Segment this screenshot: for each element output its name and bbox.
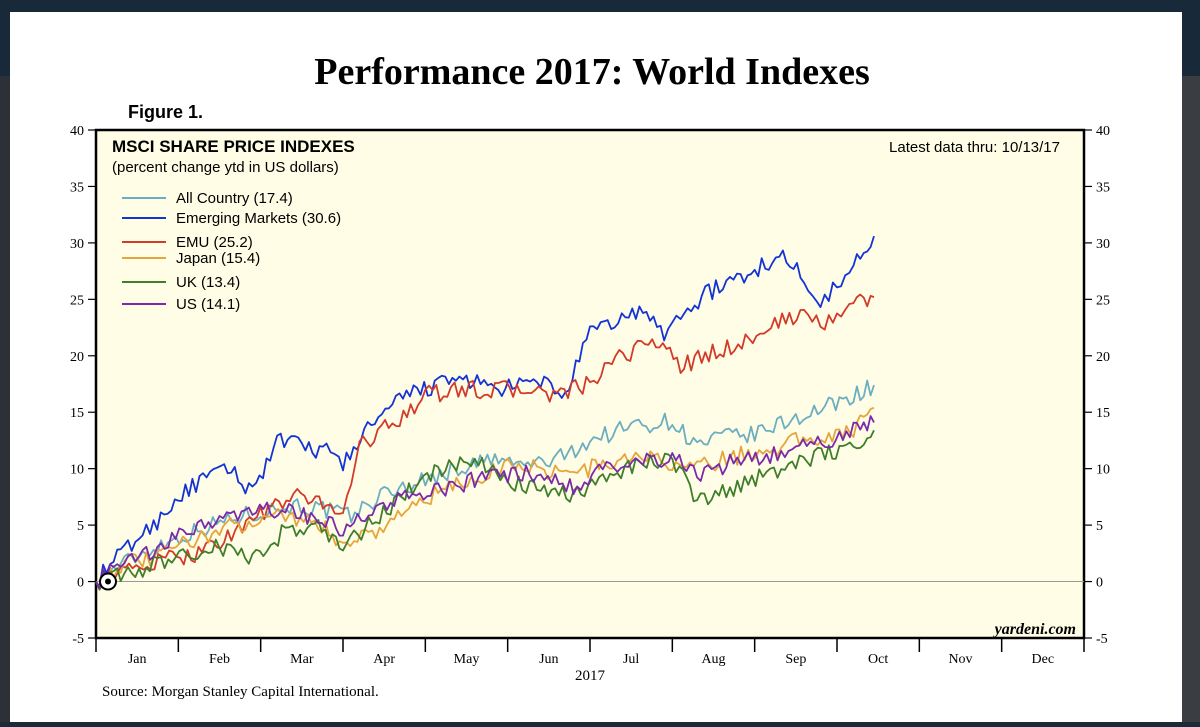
y-tick-label-left: -5 bbox=[72, 632, 84, 647]
watermark: yardeni.com bbox=[993, 621, 1076, 638]
y-tick-label-right: -5 bbox=[1096, 632, 1108, 647]
x-tick-label-aug: Aug bbox=[701, 652, 725, 667]
series-line-uk bbox=[95, 429, 875, 591]
x-tick-label-jun: Jun bbox=[539, 652, 558, 667]
y-tick-label-right: 35 bbox=[1096, 180, 1110, 195]
series-line-us bbox=[95, 415, 875, 589]
figure-paper: Performance 2017: World Indexes Figure 1… bbox=[10, 12, 1182, 722]
x-tick-label-dec: Dec bbox=[1032, 652, 1055, 667]
x-tick-label-feb: Feb bbox=[209, 652, 230, 667]
legend-label: Japan (15.4) bbox=[176, 250, 260, 267]
y-tick-label-left: 0 bbox=[77, 576, 84, 591]
legend-label: All Country (17.4) bbox=[176, 190, 293, 207]
y-tick-label-right: 40 bbox=[1096, 124, 1110, 139]
x-tick-label-may: May bbox=[454, 652, 480, 667]
y-tick-label-right: 25 bbox=[1096, 293, 1110, 308]
chart-svg: Performance 2017: World Indexes Figure 1… bbox=[70, 51, 1110, 700]
x-tick-label-mar: Mar bbox=[290, 652, 314, 667]
chart-title: MSCI SHARE PRICE INDEXES bbox=[112, 137, 355, 156]
y-tick-label-right: 30 bbox=[1096, 237, 1110, 252]
series-group bbox=[95, 235, 875, 591]
y-tick-label-left: 10 bbox=[70, 463, 84, 478]
y-tick-label-left: 40 bbox=[70, 124, 84, 139]
figure-title: Performance 2017: World Indexes bbox=[314, 51, 870, 93]
y-tick-label-right: 15 bbox=[1096, 406, 1110, 421]
legend-label: EMU (25.2) bbox=[176, 234, 253, 251]
legend-label: US (14.1) bbox=[176, 296, 240, 313]
x-tick-label-apr: Apr bbox=[373, 652, 395, 667]
y-tick-label-left: 30 bbox=[70, 237, 84, 252]
series-line-emu bbox=[95, 293, 875, 591]
right-edge bbox=[1182, 76, 1200, 722]
y-tick-label-right: 20 bbox=[1096, 350, 1110, 365]
figure-label: Figure 1. bbox=[128, 102, 203, 122]
x-tick-label-jul: Jul bbox=[623, 652, 639, 667]
x-axis-title: 2017 bbox=[575, 668, 606, 684]
latest-data-label: Latest data thru: 10/13/17 bbox=[889, 139, 1060, 156]
series-line-all bbox=[95, 379, 875, 590]
y-tick-label-right: 10 bbox=[1096, 463, 1110, 478]
y-tick-label-right: 0 bbox=[1096, 576, 1103, 591]
x-tick-label-nov: Nov bbox=[948, 652, 972, 667]
legend-label: UK (13.4) bbox=[176, 274, 240, 291]
y-tick-label-left: 5 bbox=[77, 519, 84, 534]
chart-subtitle: (percent change ytd in US dollars) bbox=[112, 159, 339, 176]
source-note: Source: Morgan Stanley Capital Internati… bbox=[102, 684, 379, 700]
left-edge bbox=[0, 76, 10, 722]
y-tick-label-left: 25 bbox=[70, 293, 84, 308]
legend: All Country (17.4) Emerging Markets (30.6… bbox=[122, 190, 341, 313]
y-tick-label-left: 15 bbox=[70, 406, 84, 421]
x-tick-label-sep: Sep bbox=[785, 652, 806, 667]
x-tick-label-jan: Jan bbox=[128, 652, 147, 667]
x-tick-label-oct: Oct bbox=[868, 652, 888, 667]
y-tick-label-left: 20 bbox=[70, 350, 84, 365]
y-tick-label-left: 35 bbox=[70, 180, 84, 195]
legend-label: Emerging Markets (30.6) bbox=[176, 210, 341, 227]
axis-ticks: -5 -5 0 0 5 5 10 10 15 15 20 20 25 25 30 30 35 35 40 40 Jan F… bbox=[70, 124, 1110, 667]
y-tick-label-right: 5 bbox=[1096, 519, 1103, 534]
start-marker-dot bbox=[105, 578, 111, 585]
series-line-emerging bbox=[95, 235, 875, 588]
